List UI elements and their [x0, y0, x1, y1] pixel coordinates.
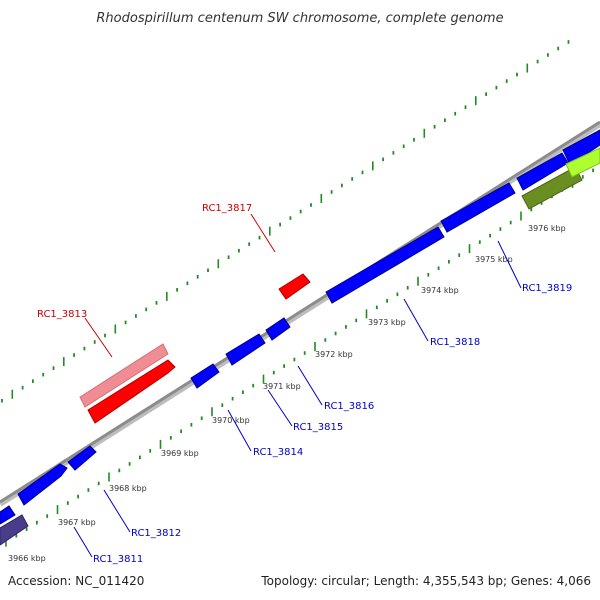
leader-line — [103, 489, 131, 533]
gene-feature-rc1-3813-faded[interactable] — [79, 343, 169, 408]
gene-label-rc1-3813[interactable]: RC1_3813 — [37, 309, 87, 320]
scale-label: 3974 kbp — [421, 286, 459, 295]
leader-lines — [73, 213, 522, 558]
scale-label: 3973 kbp — [368, 318, 406, 327]
gene-feature-purple[interactable] — [0, 514, 29, 546]
gene-label-rc1-3814[interactable]: RC1_3814 — [253, 447, 303, 458]
scale-label: 3970 kbp — [212, 416, 250, 425]
inner-tick-ring — [5, 168, 594, 547]
gene-feature-rc1-3813[interactable] — [87, 359, 176, 424]
leader-line — [403, 298, 429, 342]
scale-label: 3971 kbp — [263, 382, 301, 391]
scale-label: 3969 kbp — [161, 449, 199, 458]
leader-line — [73, 526, 93, 558]
leader-line — [227, 409, 252, 452]
scale-label: 3968 kbp — [109, 484, 147, 493]
gene-feature-rc1-3821[interactable] — [562, 129, 600, 166]
gene-feature-rc1-3819[interactable] — [440, 182, 516, 233]
gene-feature-olive[interactable] — [521, 166, 583, 210]
gene-label-rc1-3816[interactable]: RC1_3816 — [324, 401, 374, 412]
gene-feature-rc1-3816[interactable] — [265, 317, 291, 341]
scale-label: 3975 kbp — [475, 255, 513, 264]
scale-label: 3967 kbp — [58, 518, 96, 527]
gene-feature-rc1-3814[interactable] — [190, 363, 220, 389]
leader-line — [297, 365, 323, 406]
gene-label-rc1-3815[interactable]: RC1_3815 — [293, 422, 343, 433]
gene-label-rc1-3811[interactable]: RC1_3811 — [93, 554, 143, 565]
gene-feature-rc1-3817[interactable] — [278, 273, 311, 300]
gene-labels: RC1_3811 RC1_3812 RC1_3813 RC1_3814 RC1_… — [37, 203, 572, 565]
gene-feature-rc1-3811[interactable] — [0, 505, 16, 525]
outer-tick-ring — [1, 40, 570, 403]
gene-feature-light-green[interactable] — [565, 147, 600, 178]
scale-label: 3976 kbp — [528, 224, 566, 233]
scale-labels: 3966 kbp 3967 kbp 3968 kbp 3969 kbp 3970… — [8, 224, 566, 563]
genome-summary-text: Topology: circular; Length: 4,355,543 bp… — [260, 574, 591, 588]
accession-text: Accession: NC_011420 — [8, 574, 144, 588]
backbone — [0, 120, 600, 504]
gene-feature-rc1-3815[interactable] — [225, 333, 266, 366]
gene-feature-rc1-3818[interactable] — [325, 226, 445, 304]
gene-label-rc1-3818[interactable]: RC1_3818 — [430, 337, 480, 348]
scale-label: 3966 kbp — [8, 554, 46, 563]
leader-line — [267, 389, 293, 427]
gene-label-rc1-3812[interactable]: RC1_3812 — [131, 528, 181, 539]
gene-label-rc1-3817[interactable]: RC1_3817 — [202, 203, 252, 214]
leader-line — [84, 317, 113, 358]
map-title: Rhodospirillum centenum SW chromosome, c… — [96, 11, 503, 26]
scale-label: 3972 kbp — [315, 350, 353, 359]
gene-label-rc1-3819[interactable]: RC1_3819 — [522, 283, 572, 294]
backbone-shadow — [0, 121, 600, 507]
gene-feature-rc1-3812[interactable] — [17, 463, 68, 506]
leader-line — [497, 240, 522, 289]
leader-line — [250, 213, 276, 253]
gene-feature-rc1-3812b[interactable] — [67, 445, 97, 471]
